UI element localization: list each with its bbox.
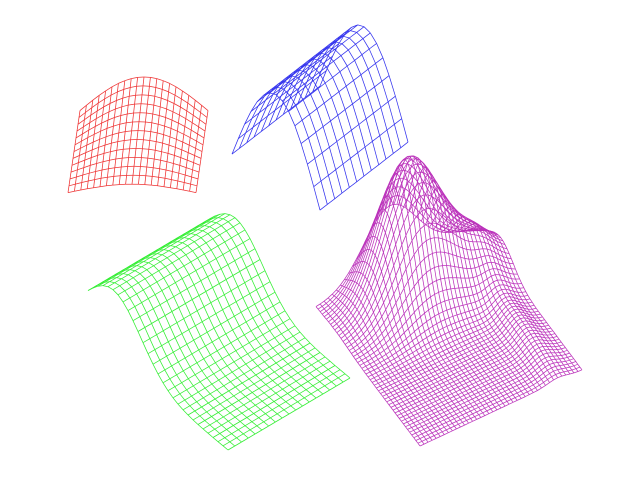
blue-wireframe-surface (231, 24, 409, 211)
green-wireframe-surface (87, 213, 351, 451)
red-wireframe-surface (67, 76, 209, 193)
magenta-wireframe-surface (315, 155, 583, 447)
